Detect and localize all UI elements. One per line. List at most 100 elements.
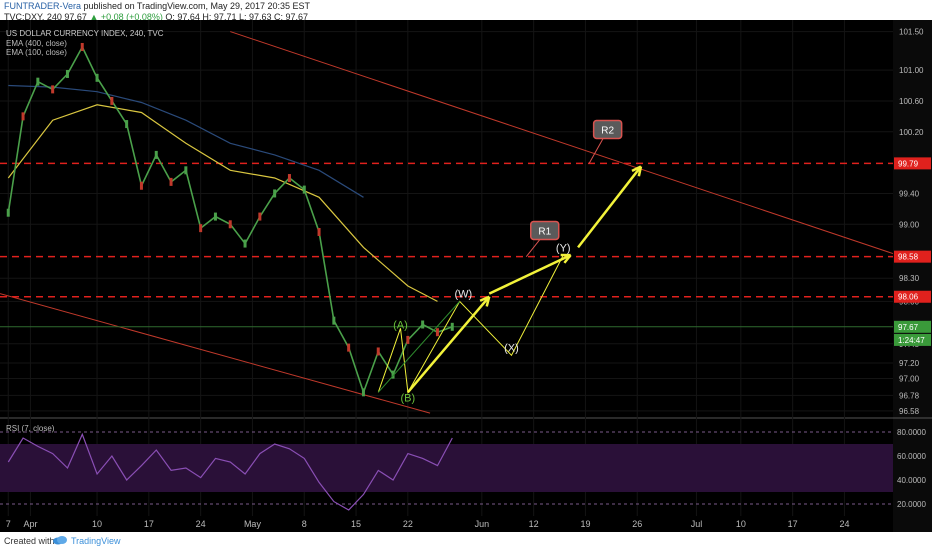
price-candle xyxy=(228,220,232,229)
x-tick-label: 24 xyxy=(839,519,849,529)
x-tick-label: 7 xyxy=(6,519,11,529)
x-tick-label: 10 xyxy=(736,519,746,529)
lower-trend-channel xyxy=(0,293,431,414)
price-candle xyxy=(391,370,395,379)
price-candle xyxy=(110,96,114,105)
symbol: TVC:DXY, 240 xyxy=(4,12,62,22)
wave-label: (W) xyxy=(454,289,472,301)
wave-label: (A) xyxy=(393,319,408,331)
price-candle xyxy=(199,224,203,233)
projection-arrow-3-head xyxy=(631,165,643,177)
last-price: 97.67 xyxy=(64,12,87,22)
price-candle xyxy=(21,112,25,121)
price-candle xyxy=(361,388,365,397)
projection-arrow-1 xyxy=(406,295,491,394)
elliott-wave-path xyxy=(377,254,564,394)
ema-100-line xyxy=(7,104,438,302)
price-candle xyxy=(169,177,173,186)
x-tick-label: 17 xyxy=(144,519,154,529)
rsi-y-tick-label: 20.0000 xyxy=(897,500,926,509)
wave-label: (B) xyxy=(401,393,416,405)
price-candle xyxy=(184,166,188,175)
x-tick-label: Jul xyxy=(691,519,703,529)
chart-header: FUNTRADER-Vera published on TradingView.… xyxy=(0,0,932,23)
x-tick-label: 17 xyxy=(788,519,798,529)
rsi-legend: RSI (7, close) xyxy=(6,424,55,433)
price-candle xyxy=(139,181,143,190)
price-axis-tag-label: 99.79 xyxy=(898,159,919,168)
footer: Created with TradingView xyxy=(0,532,932,550)
x-tick-label: 22 xyxy=(403,519,413,529)
publish-date: published on TradingView.com, May 29, 20… xyxy=(83,1,311,11)
x-tick-label: 8 xyxy=(302,519,307,529)
projection-arrow-3 xyxy=(577,165,642,249)
price-candle xyxy=(273,189,277,198)
price-candle xyxy=(347,343,351,352)
price-axis-background xyxy=(893,20,932,532)
wave-label: (X) xyxy=(504,342,519,354)
price-candle xyxy=(435,328,439,337)
y-tick-label: 96.78 xyxy=(899,391,920,400)
rsi-y-tick-label: 60.0000 xyxy=(897,452,926,461)
projection-arrow-2 xyxy=(488,253,572,295)
price-candle xyxy=(243,239,247,248)
wave-green-line xyxy=(377,301,461,393)
level-callout-label: R2 xyxy=(601,125,614,136)
x-tick-label: 15 xyxy=(351,519,361,529)
rsi-y-tick-label: 40.0000 xyxy=(897,476,926,485)
x-tick-label: 24 xyxy=(196,519,206,529)
indicator-legend: EMA (100, close) xyxy=(6,48,67,57)
created-with-text: Created with xyxy=(4,536,55,546)
price-candle xyxy=(302,185,306,194)
tradingview-brand[interactable]: TradingView xyxy=(71,536,121,546)
publish-info: FUNTRADER-Vera published on TradingView.… xyxy=(4,1,928,12)
price-axis-tag-label: 97.67 xyxy=(898,323,919,332)
price-candle xyxy=(376,347,380,356)
rsi-y-tick-label: 80.0000 xyxy=(897,428,926,437)
projection-arrow-2-head xyxy=(560,253,572,264)
price-candle xyxy=(287,174,291,183)
indicator-legend: EMA (400, close) xyxy=(6,39,67,48)
price-candle xyxy=(125,120,129,129)
y-tick-label: 97.00 xyxy=(899,374,920,383)
price-axis-tag xyxy=(894,320,931,333)
price-candle xyxy=(65,69,69,78)
y-tick-label: 100.60 xyxy=(899,97,924,106)
tradingview-logo-icon xyxy=(53,536,67,545)
y-tick-label: 98.30 xyxy=(899,274,920,283)
chart-area[interactable]: 7 Apr 10 17 24 May 8 15 22 Jun 12 19 26 Jul 10 17 24 101.… xyxy=(0,20,932,532)
chart-svg[interactable]: 7 Apr 10 17 24 May 8 15 22 Jun 12 19 26 Jul 10 17 24 101.… xyxy=(0,20,932,532)
wave-label: (Y) xyxy=(556,242,571,254)
x-tick-label: 19 xyxy=(580,519,590,529)
price-candle xyxy=(450,322,454,331)
author-link[interactable]: FUNTRADER-Vera xyxy=(4,1,82,11)
y-tick-label: 99.00 xyxy=(899,220,920,229)
y-tick-label: 99.40 xyxy=(899,189,920,198)
price-candle xyxy=(213,212,217,221)
price-candle xyxy=(258,212,262,221)
y-tick-label: 101.50 xyxy=(899,28,924,37)
symbol-quote: TVC:DXY, 240 97.67 ▲ +0.08 (+0.08%) O: 9… xyxy=(4,12,928,23)
price-candle xyxy=(51,85,55,94)
price-candle xyxy=(406,335,410,344)
price-candle xyxy=(95,73,99,82)
x-tick-label: 26 xyxy=(632,519,642,529)
chart-title: US DOLLAR CURRENCY INDEX, 240, TVC xyxy=(6,29,164,38)
price-axis-tag-label: 98.06 xyxy=(898,293,919,302)
price-axis-tag-label: 1:24:47 xyxy=(898,336,925,345)
rsi-line xyxy=(7,432,453,511)
upper-trend-channel xyxy=(230,31,894,255)
callout-leader-line xyxy=(525,238,542,257)
y-tick-label: 100.20 xyxy=(899,128,924,137)
x-tick-label: Jun xyxy=(475,519,490,529)
price-candle xyxy=(6,208,10,217)
callout-leader-line xyxy=(588,137,605,164)
x-tick-label: 12 xyxy=(529,519,539,529)
rsi-band xyxy=(0,444,893,492)
price-axis-tag-label: 98.58 xyxy=(898,253,919,262)
level-callout-box xyxy=(592,119,623,140)
price-axis-tag xyxy=(894,250,931,263)
price-candle xyxy=(80,42,84,51)
projection-arrow-1-head xyxy=(479,295,491,307)
x-tick-label: Apr xyxy=(23,519,37,529)
